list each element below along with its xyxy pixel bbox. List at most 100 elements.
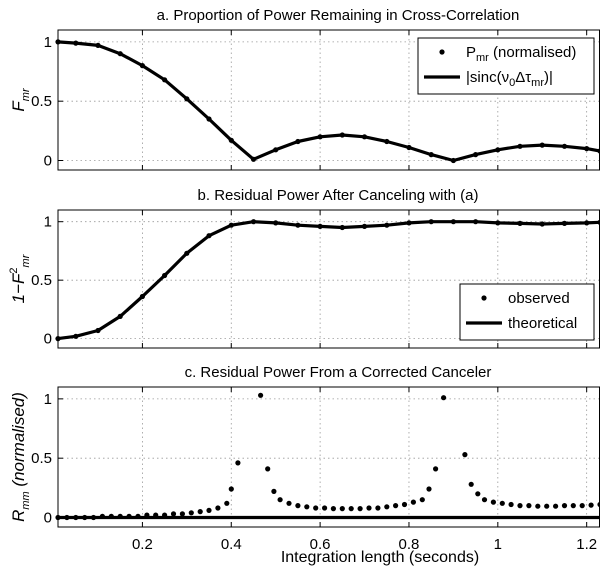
data-point <box>170 511 177 517</box>
data-point <box>206 507 212 513</box>
data-point <box>419 497 425 503</box>
y-tick-label: 0.5 <box>31 272 52 289</box>
data-point <box>539 142 545 148</box>
data-point <box>490 499 496 505</box>
data-point <box>384 504 390 510</box>
data-point <box>162 512 168 518</box>
data-point <box>366 505 372 511</box>
legend-label: theoretical <box>508 315 577 332</box>
panel-b: b. Residual Power After Canceling with (… <box>8 187 600 349</box>
panel-title: a. Proportion of Power Remaining in Cros… <box>157 7 520 24</box>
data-point <box>117 51 123 57</box>
data-point <box>286 500 292 506</box>
data-point <box>73 333 79 339</box>
legend-label: |sinc(ν0Δτmr)| <box>466 69 553 89</box>
data-point <box>544 503 550 509</box>
x-tick-label: 0.2 <box>132 536 153 553</box>
data-point <box>517 143 523 149</box>
data-point <box>108 513 114 519</box>
data-point <box>428 152 434 158</box>
data-point <box>162 77 168 83</box>
series-line <box>57 40 600 163</box>
data-point <box>570 503 576 509</box>
x-tick-label: 0.6 <box>310 536 331 553</box>
data-point <box>584 146 590 152</box>
data-point <box>468 481 474 487</box>
data-point <box>535 503 541 509</box>
data-point <box>258 392 264 398</box>
data-point <box>206 116 212 122</box>
data-point <box>450 157 456 164</box>
legend: observed theoretical <box>459 283 595 341</box>
legend-box <box>459 283 595 341</box>
data-point <box>313 505 319 511</box>
data-point <box>64 514 70 521</box>
data-point <box>265 466 271 472</box>
data-point <box>384 138 390 145</box>
y-tick-label: 0 <box>44 510 52 527</box>
data-point <box>393 503 399 509</box>
data-point <box>99 513 105 519</box>
data-point <box>224 500 230 506</box>
data-point <box>139 293 145 300</box>
data-point <box>481 497 488 503</box>
data-point <box>473 152 479 158</box>
x-axis-label: Integration length (seconds) <box>281 549 479 566</box>
data-point <box>517 503 523 509</box>
data-point <box>462 452 468 458</box>
data-point <box>597 501 600 508</box>
legend-box <box>417 37 595 95</box>
data-point <box>508 501 514 508</box>
panel-title: b. Residual Power After Canceling with (… <box>198 187 479 204</box>
data-point <box>55 39 61 45</box>
x-tick-label: 1 <box>494 536 502 553</box>
panel-c: c. Residual Power From a Corrected Cance… <box>9 364 600 553</box>
data-point <box>135 513 141 519</box>
y-tick-label: 1 <box>44 214 52 231</box>
data-point <box>117 313 123 319</box>
data-point <box>426 486 432 492</box>
legend-label: Pmr (normalised) <box>466 44 576 64</box>
data-point <box>339 506 345 512</box>
x-tick-label: 0.4 <box>221 536 242 553</box>
data-point <box>553 503 559 509</box>
data-point <box>295 503 301 509</box>
data-point <box>277 497 283 503</box>
data-point <box>495 220 501 226</box>
data-point <box>117 513 123 519</box>
legend: Pmr (normalised) |sinc(ν0Δτmr)| <box>417 37 595 95</box>
data-point <box>561 143 568 149</box>
data-point <box>317 223 323 229</box>
y-tick-label: 0 <box>44 153 52 170</box>
data-point <box>597 219 600 225</box>
data-point <box>184 250 190 256</box>
x-tick-label: 1.2 <box>576 536 597 553</box>
data-point <box>406 144 412 151</box>
data-point <box>473 219 479 225</box>
data-point <box>588 502 594 508</box>
data-point <box>428 219 434 225</box>
legend-label: observed <box>508 290 570 307</box>
data-point <box>228 137 234 143</box>
data-point <box>361 223 368 229</box>
y-tick-label: 1 <box>44 391 52 408</box>
data-point <box>95 42 101 49</box>
data-point <box>317 134 323 140</box>
data-point <box>295 222 301 228</box>
data-point <box>401 501 408 508</box>
data-point <box>153 512 159 518</box>
data-point <box>55 336 61 342</box>
y-tick-label: 0 <box>44 331 52 348</box>
data-point <box>179 511 185 517</box>
data-point <box>250 156 257 162</box>
x-tick-label: 0.8 <box>399 536 420 553</box>
data-point <box>410 499 416 505</box>
data-point <box>561 503 568 509</box>
y-tick-label: 0.5 <box>31 450 52 467</box>
data-point <box>348 506 354 512</box>
data-point <box>295 138 301 145</box>
data-point <box>579 503 585 509</box>
data-point <box>206 233 212 239</box>
data-point <box>73 514 79 521</box>
